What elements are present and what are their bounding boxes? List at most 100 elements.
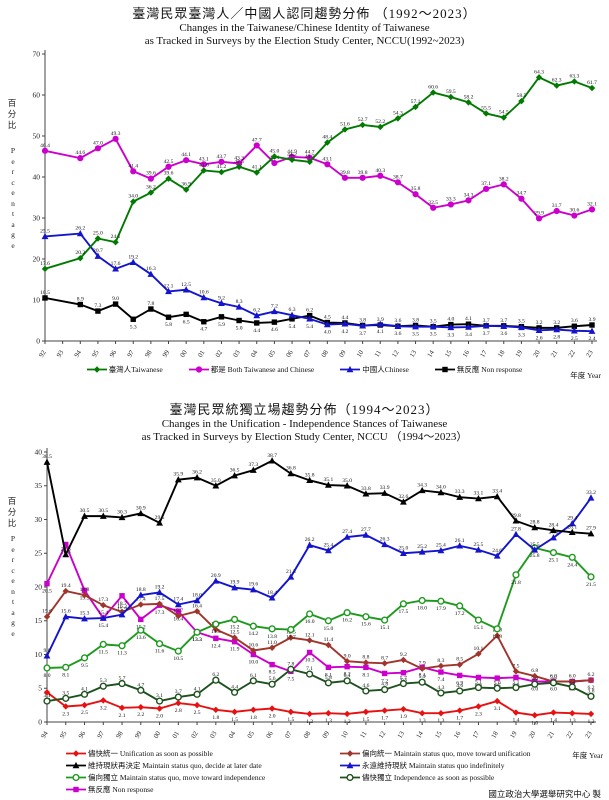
svg-text:12.5: 12.5	[230, 630, 240, 636]
svg-text:44.2: 44.2	[287, 152, 297, 158]
svg-text:5.3: 5.3	[130, 324, 137, 330]
svg-text:4.7: 4.7	[137, 682, 144, 688]
svg-text:4.1: 4.1	[194, 686, 201, 692]
svg-text:19.2: 19.2	[128, 254, 138, 260]
svg-text:19.6: 19.6	[248, 582, 258, 588]
svg-text:12.1: 12.1	[305, 632, 315, 638]
legend-item-status-quo-indefinitely: 永遠維持現狀 Maintain status quo indefinitely	[340, 760, 609, 771]
svg-text:4.1: 4.1	[377, 329, 384, 335]
svg-text:19.4: 19.4	[61, 583, 71, 589]
nonresponse-legend-marker-icon	[434, 366, 455, 373]
svg-text:25.8: 25.8	[530, 553, 540, 559]
svg-text:34.0: 34.0	[128, 194, 138, 200]
svg-text:21: 21	[547, 730, 557, 739]
svg-text:4.2: 4.2	[341, 329, 348, 335]
chinese-legend-marker-icon	[340, 365, 361, 373]
svg-text:17.9: 17.9	[436, 606, 446, 612]
svg-text:25.1: 25.1	[549, 558, 559, 564]
svg-text:48.4: 48.4	[322, 135, 332, 141]
svg-text:06: 06	[285, 349, 295, 359]
taiwanese-legend-marker-icon	[86, 366, 107, 373]
legend-item-nonresponse: 無反應 Non response	[434, 364, 522, 375]
svg-text:25.0: 25.0	[399, 545, 409, 551]
svg-text:10.0: 10.0	[248, 660, 258, 666]
svg-text:19: 19	[515, 349, 525, 359]
svg-text:5.4: 5.4	[289, 324, 296, 330]
svg-text:55.5: 55.5	[481, 105, 491, 111]
svg-text:5.0: 5.0	[236, 326, 243, 332]
identity-chart-title-en1: Changes in the Taiwanese/Chinese Identit…	[179, 22, 430, 34]
svg-text:30.3: 30.3	[117, 509, 127, 515]
svg-text:25.0: 25.0	[93, 231, 103, 237]
svg-text:1.4: 1.4	[512, 718, 519, 724]
svg-text:25.5: 25.5	[530, 542, 540, 548]
svg-text:15.0: 15.0	[323, 626, 333, 632]
svg-text:7.9: 7.9	[419, 661, 426, 667]
svg-text:1.5: 1.5	[287, 717, 294, 723]
svg-text:43.7: 43.7	[217, 154, 227, 160]
svg-text:47.7: 47.7	[252, 137, 262, 143]
svg-text:2.2: 2.2	[137, 712, 144, 718]
svg-text:98: 98	[144, 349, 154, 359]
svg-text:6.1: 6.1	[344, 673, 351, 679]
svg-text:34.3: 34.3	[464, 192, 474, 198]
svg-text:10: 10	[340, 730, 350, 740]
svg-text:54.5: 54.5	[499, 110, 509, 116]
svg-text:2.3: 2.3	[62, 711, 69, 717]
svg-text:33.9: 33.9	[380, 485, 390, 491]
svg-text:6.5: 6.5	[183, 319, 190, 325]
svg-text:46.4: 46.4	[40, 143, 50, 149]
svg-text:50: 50	[33, 131, 41, 140]
series-unification-asap: 4.42.32.53.22.12.22.02.82.51.81.51.82.01…	[44, 689, 595, 726]
svg-text:10.5: 10.5	[173, 656, 183, 662]
svg-text:19.2: 19.2	[155, 584, 165, 590]
svg-text:49.3: 49.3	[111, 131, 121, 137]
svg-text:27.7: 27.7	[361, 527, 371, 533]
both-legend-marker-icon	[188, 366, 209, 373]
svg-text:28.8: 28.8	[530, 520, 540, 526]
svg-text:2.0: 2.0	[269, 714, 276, 720]
svg-text:6.0: 6.0	[550, 674, 557, 680]
svg-text:95: 95	[91, 349, 101, 359]
svg-text:3.5: 3.5	[62, 690, 69, 696]
svg-text:6.3: 6.3	[289, 307, 296, 313]
svg-text:18.0: 18.0	[192, 593, 202, 599]
svg-text:0: 0	[38, 717, 42, 726]
svg-text:4.4: 4.4	[341, 315, 348, 321]
x-axis-tick-labels: 92 93 94 95 96 97 98 99 00 01 02 03 04 05 06 07 08 09 10 11…	[38, 341, 595, 359]
svg-text:4.0: 4.0	[447, 317, 454, 323]
svg-text:9.2: 9.2	[218, 295, 225, 301]
svg-text:12.5: 12.5	[181, 282, 191, 288]
svg-text:3.9: 3.9	[589, 317, 596, 323]
svg-text:51.6: 51.6	[340, 121, 350, 127]
svg-text:1.3: 1.3	[569, 718, 576, 724]
svg-text:8.8: 8.8	[362, 655, 369, 661]
svg-text:36.8: 36.8	[286, 466, 296, 472]
svg-text:7.3: 7.3	[94, 303, 101, 309]
svg-text:16: 16	[462, 349, 472, 359]
svg-text:21.5: 21.5	[286, 569, 296, 575]
svg-text:33.8: 33.8	[361, 486, 371, 492]
svg-text:3.7: 3.7	[175, 689, 182, 695]
svg-text:17.5: 17.5	[399, 609, 409, 615]
svg-text:1.7: 1.7	[456, 716, 463, 722]
svg-text:6.2: 6.2	[212, 672, 219, 678]
svg-text:8.1: 8.1	[62, 672, 69, 678]
legend-label-lean-independence: 偏向獨立 Maintain status quo, move toward in…	[88, 773, 266, 782]
svg-text:6.2: 6.2	[588, 672, 595, 678]
svg-text:13.8: 13.8	[267, 634, 277, 640]
svg-text:19: 19	[509, 730, 519, 740]
svg-text:7.4: 7.4	[437, 677, 444, 683]
svg-text:18: 18	[490, 730, 500, 740]
svg-text:07: 07	[303, 349, 313, 359]
svg-text:54.3: 54.3	[393, 110, 403, 116]
svg-text:1.2: 1.2	[588, 719, 595, 725]
legend-label-status-quo-decide-later: 維持現狀再決定 Maintain status quo, decide at l…	[88, 761, 262, 770]
identity-trend-chart: 臺灣民眾臺灣人／中國人認同趨勢分佈 （1992～2023） Changes in…	[0, 0, 609, 392]
stance-x-axis-label: 年度 Year	[572, 751, 603, 760]
svg-text:20: 20	[33, 254, 41, 263]
svg-text:43.1: 43.1	[322, 156, 332, 162]
svg-text:3.7: 3.7	[483, 331, 490, 337]
svg-text:6.2: 6.2	[253, 308, 260, 314]
